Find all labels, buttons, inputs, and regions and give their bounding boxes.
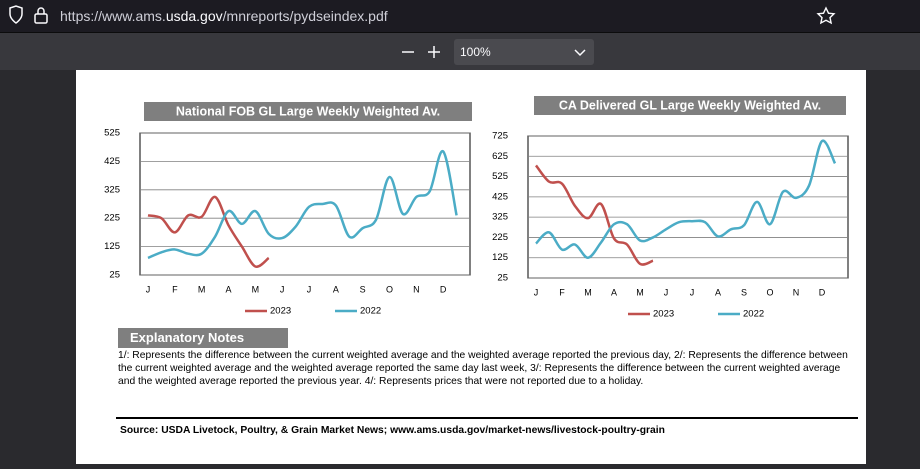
x-tick-label: O xyxy=(386,284,393,294)
y-tick-label: 325 xyxy=(104,184,120,195)
series-line xyxy=(147,195,270,268)
plot-area xyxy=(527,135,849,279)
x-tick-label: D xyxy=(819,287,826,297)
y-tick-label: 325 xyxy=(492,212,508,223)
x-tick-label: M xyxy=(252,284,260,294)
dropdown-arrow xyxy=(574,49,586,57)
security-icons xyxy=(9,5,48,24)
y-tick-label: 425 xyxy=(104,156,120,167)
source: Source: USDA Livetock, Poultry, & Grain … xyxy=(120,425,665,436)
url-bar: https://www.ams.usda.gov/mnreports/pydse… xyxy=(0,0,920,32)
y-tick-label: 125 xyxy=(492,252,508,263)
y-tick-label: 125 xyxy=(104,241,120,252)
y-tick-label: 525 xyxy=(492,171,508,182)
zoom-buttons xyxy=(402,46,440,58)
y-tick-label: 525 xyxy=(104,128,120,139)
x-tick-label: M xyxy=(584,287,592,297)
title-box xyxy=(534,96,846,115)
url-domain: usda.gov xyxy=(165,8,223,24)
y-tick-label: 25 xyxy=(109,270,120,281)
notes-text: 1/: Represents the difference between th… xyxy=(118,350,848,387)
x-tick-label: D xyxy=(440,284,447,294)
y-tick-label: 425 xyxy=(492,191,508,202)
chart-title: CA Delivered GL Large Weekly Weighted Av… xyxy=(559,98,821,112)
x-tick-label: N xyxy=(413,284,420,294)
url-path: /mnreports/pydseindex.pdf xyxy=(222,8,388,24)
y-tick-label: 225 xyxy=(492,232,508,243)
x-tick-label: J xyxy=(280,284,285,294)
zoom-value: 100% xyxy=(460,45,491,59)
x-tick-label: J xyxy=(690,287,695,297)
x-tick-label: F xyxy=(172,284,178,294)
notes-title: Explanatory Notes xyxy=(118,328,288,348)
x-tick-label: S xyxy=(360,284,366,294)
plot-area xyxy=(139,132,471,276)
lock-shackle xyxy=(37,7,45,14)
x-tick-label: N xyxy=(793,287,800,297)
title-box xyxy=(144,102,472,121)
shield-icon[interactable] xyxy=(9,5,23,24)
x-tick-label: A xyxy=(225,284,231,294)
legend-label: 2023 xyxy=(270,306,291,317)
x-tick-label: M xyxy=(198,284,206,294)
x-tick-label: S xyxy=(741,287,747,297)
bookmark-star[interactable] xyxy=(812,0,842,32)
legend-label: 2023 xyxy=(653,309,674,320)
chart-title: National FOB GL Large Weekly Weighted Av… xyxy=(176,104,440,118)
divider xyxy=(116,417,858,419)
x-tick-label: J xyxy=(307,284,312,294)
x-tick-label: O xyxy=(766,287,773,297)
x-tick-label: M xyxy=(636,287,644,297)
address-field[interactable]: https://www.ams.usda.gov/mnreports/pydse… xyxy=(0,0,840,32)
x-tick-label: F xyxy=(559,287,565,297)
x-tick-label: A xyxy=(333,284,339,294)
zoom-select[interactable]: 100% xyxy=(454,39,594,65)
x-tick-label: J xyxy=(664,287,669,297)
x-tick-label: A xyxy=(715,287,721,297)
legend-label: 2022 xyxy=(743,309,764,320)
y-tick-label: 725 xyxy=(492,131,508,142)
url: https://www.ams.usda.gov/mnreports/pydse… xyxy=(60,8,388,24)
series-line xyxy=(535,139,837,259)
y-tick-label: 25 xyxy=(497,273,508,284)
y-tick-label: 625 xyxy=(492,151,508,162)
lock-icon[interactable] xyxy=(34,13,48,24)
pdf-toolbar: 100% xyxy=(0,32,920,70)
series-line xyxy=(147,150,458,260)
series-line xyxy=(535,164,654,266)
x-tick-label: A xyxy=(611,287,617,297)
url-prefix: https://www.ams. xyxy=(60,8,166,24)
x-tick-label: J xyxy=(534,287,539,297)
y-tick-label: 225 xyxy=(104,213,120,224)
legend-label: 2022 xyxy=(360,306,381,317)
x-tick-label: J xyxy=(146,284,151,294)
